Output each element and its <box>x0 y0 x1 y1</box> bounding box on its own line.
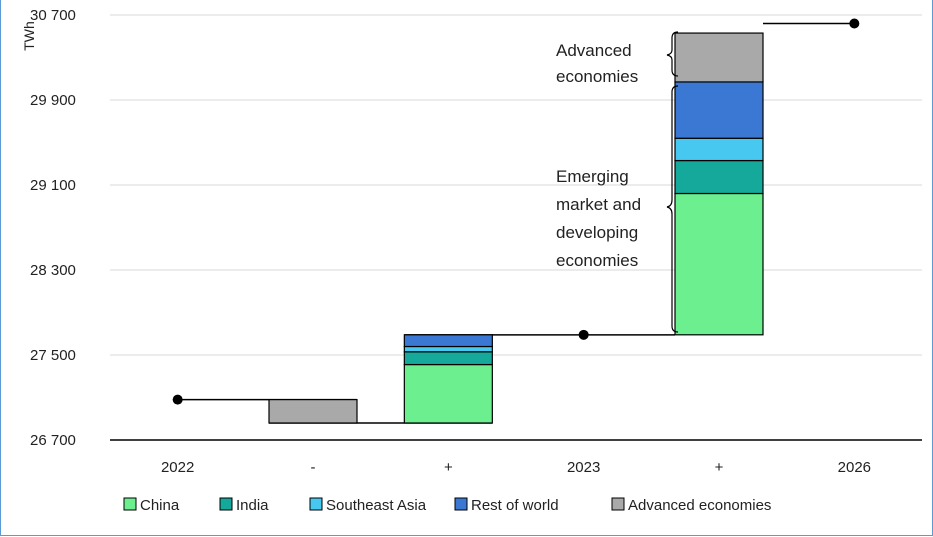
legend-label-southeast-asia: Southeast Asia <box>326 497 427 514</box>
brace-advanced <box>666 31 679 77</box>
bar-segment-southeast-asia <box>674 137 764 162</box>
annotation-advanced-economies: Advanced <box>556 41 632 60</box>
bar-segment-advanced-economies <box>268 399 358 424</box>
bar-segment-rest-of-world <box>403 334 493 348</box>
legend-swatch-rest-of-world <box>454 497 468 511</box>
annotation-emerging-markets: developing <box>556 223 638 242</box>
annotation-emerging-markets: market and <box>556 195 641 214</box>
legend-label-india: India <box>236 497 269 514</box>
y-tick-label: 29 100 <box>30 177 76 194</box>
legend: China India Southeast Asia Rest of world Adv… <box>123 497 771 514</box>
legend-swatch-advanced-economies <box>611 497 625 511</box>
x-axis: 2022 - +2023 +2026 <box>161 459 871 476</box>
y-axis: TWh 26 700 27 500 28 300 29 100 29 900 30 700 <box>21 7 76 449</box>
gridlines <box>110 14 922 441</box>
legend-label-advanced-economies: Advanced economies <box>628 497 771 514</box>
x-tick-label: 2022 <box>161 459 194 476</box>
total-markers <box>172 18 860 405</box>
x-tick-label: 2026 <box>838 459 871 476</box>
total-marker <box>172 394 183 405</box>
bar-segment-advanced-economies <box>674 32 764 83</box>
y-tick-label: 27 500 <box>30 347 76 364</box>
legend-swatch-india <box>219 497 233 511</box>
annotation-emerging-markets: economies <box>556 251 638 270</box>
x-tick-label: 2023 <box>567 459 600 476</box>
x-tick-label: + <box>715 459 724 476</box>
y-tick-label: 30 700 <box>30 7 76 24</box>
annotations: Advanced economies Emerging market and devel… <box>556 31 679 333</box>
total-marker <box>849 18 860 29</box>
brace-emerging <box>666 85 679 333</box>
bar-segment-rest-of-world <box>674 81 764 139</box>
bar-segment-china <box>674 192 764 336</box>
legend-swatch-southeast-asia <box>309 497 323 511</box>
legend-label-rest-of-world: Rest of world <box>471 497 559 514</box>
legend-label-china: China <box>140 497 180 514</box>
bar-segment-southeast-asia <box>403 345 493 353</box>
x-tick-label: - <box>311 459 316 476</box>
y-tick-label: 28 300 <box>30 262 76 279</box>
bar-segment-india <box>674 159 764 195</box>
total-marker <box>578 329 589 340</box>
y-tick-label: 29 900 <box>30 92 76 109</box>
annotation-emerging-markets: Emerging <box>556 167 629 186</box>
legend-swatch-china <box>123 497 137 511</box>
bar-segment-china <box>403 363 493 424</box>
annotation-advanced-economies: economies <box>556 67 638 86</box>
y-axis-label: TWh <box>21 21 37 51</box>
x-tick-label: + <box>444 459 453 476</box>
bars <box>268 32 764 424</box>
y-tick-label: 26 700 <box>30 432 76 449</box>
bar-segment-india <box>403 351 493 366</box>
